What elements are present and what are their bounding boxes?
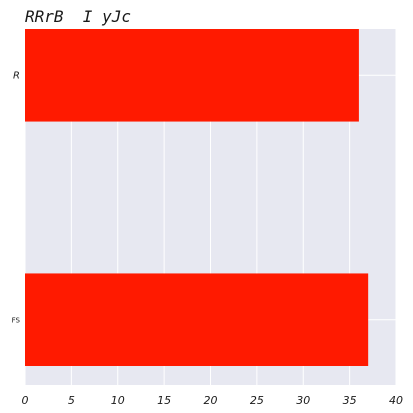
chart-title: RRrB I yJc — [25, 7, 131, 26]
bar-fs — [25, 273, 369, 366]
x-tick-label: 35 — [343, 394, 357, 407]
bar-r — [25, 29, 359, 122]
x-tick-label: 5 — [68, 394, 75, 407]
x-tick-label: 20 — [204, 394, 218, 407]
y-axis-ticks: R FS — [12, 70, 21, 324]
x-tick-label: 15 — [157, 394, 171, 407]
x-tick-label: 0 — [22, 394, 29, 407]
x-tick-label: 40 — [389, 394, 403, 407]
bars — [25, 29, 369, 366]
x-tick-label: 10 — [111, 394, 125, 407]
x-tick-label: 25 — [250, 394, 264, 407]
x-tick-label: 30 — [296, 394, 310, 407]
y-tick-label: FS — [12, 317, 21, 325]
y-tick-label: R — [13, 70, 20, 81]
x-axis-ticks: 0 5 10 15 20 25 30 35 40 — [22, 394, 404, 407]
